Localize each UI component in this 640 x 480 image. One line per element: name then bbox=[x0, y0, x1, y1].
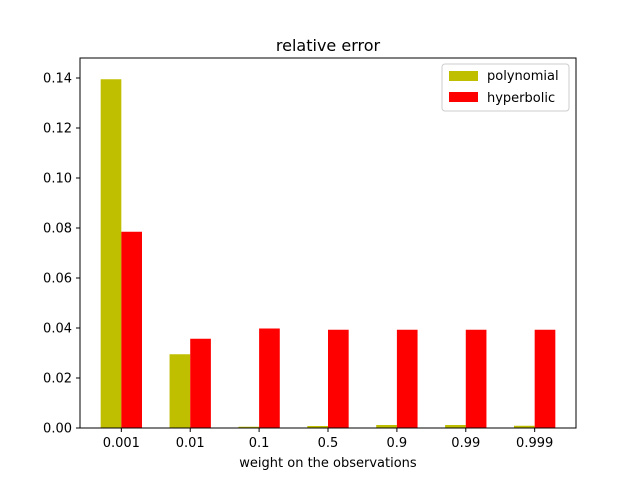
legend: polynomial hyperbolic bbox=[441, 63, 570, 112]
x-tick-label: 0.9 bbox=[387, 436, 408, 451]
y-tick-label: 0.00 bbox=[43, 422, 72, 437]
bars-group bbox=[100, 79, 556, 428]
bar-hyperbolic-0.01 bbox=[190, 338, 211, 428]
x-tick-label: 0.001 bbox=[103, 436, 140, 451]
y-tick-label: 0.10 bbox=[43, 172, 72, 187]
legend-label-hyperbolic: hyperbolic bbox=[487, 91, 555, 106]
y-tick-label: 0.02 bbox=[43, 372, 72, 387]
legend-swatch-hyperbolic bbox=[449, 92, 478, 102]
plot-frame bbox=[79, 57, 577, 429]
x-axis: 0.001 0.01 0.1 0.5 0.9 0.99 0.999 bbox=[103, 428, 553, 451]
bar-hyperbolic-0.999 bbox=[534, 329, 556, 428]
x-tick-label: 0.1 bbox=[249, 436, 270, 451]
x-tick-label: 0.01 bbox=[176, 436, 205, 451]
y-tick-label: 0.04 bbox=[43, 322, 72, 337]
bar-hyperbolic-0.99 bbox=[465, 329, 487, 428]
bar-polynomial-0.99 bbox=[445, 425, 466, 428]
y-tick-label: 0.14 bbox=[43, 72, 72, 87]
x-axis-label: weight on the observations bbox=[239, 456, 417, 471]
bar-hyperbolic-0.5 bbox=[328, 329, 349, 428]
bar-polynomial-0.01 bbox=[169, 354, 191, 428]
legend-label-polynomial: polynomial bbox=[487, 69, 559, 84]
x-tick-label: 0.999 bbox=[516, 436, 553, 451]
bar-polynomial-0.1 bbox=[238, 426, 260, 428]
y-axis: 0.00 0.02 0.04 0.06 0.08 0.10 0.12 0.14 bbox=[43, 72, 80, 437]
bar-hyperbolic-0.9 bbox=[396, 329, 418, 428]
y-tick-label: 0.06 bbox=[43, 272, 72, 287]
y-tick-label: 0.12 bbox=[43, 122, 72, 137]
x-tick-label: 0.5 bbox=[318, 436, 339, 451]
bar-polynomial-0.001 bbox=[100, 79, 122, 428]
bar-hyperbolic-0.1 bbox=[259, 328, 280, 428]
x-tick-label: 0.99 bbox=[451, 436, 480, 451]
chart-title: relative error bbox=[276, 36, 381, 55]
bar-hyperbolic-0.001 bbox=[121, 231, 142, 428]
y-tick-label: 0.08 bbox=[43, 222, 72, 237]
bar-polynomial-0.999 bbox=[514, 425, 535, 428]
bar-polynomial-0.5 bbox=[307, 426, 328, 428]
legend-swatch-polynomial bbox=[449, 71, 478, 81]
bar-polynomial-0.9 bbox=[376, 425, 397, 428]
